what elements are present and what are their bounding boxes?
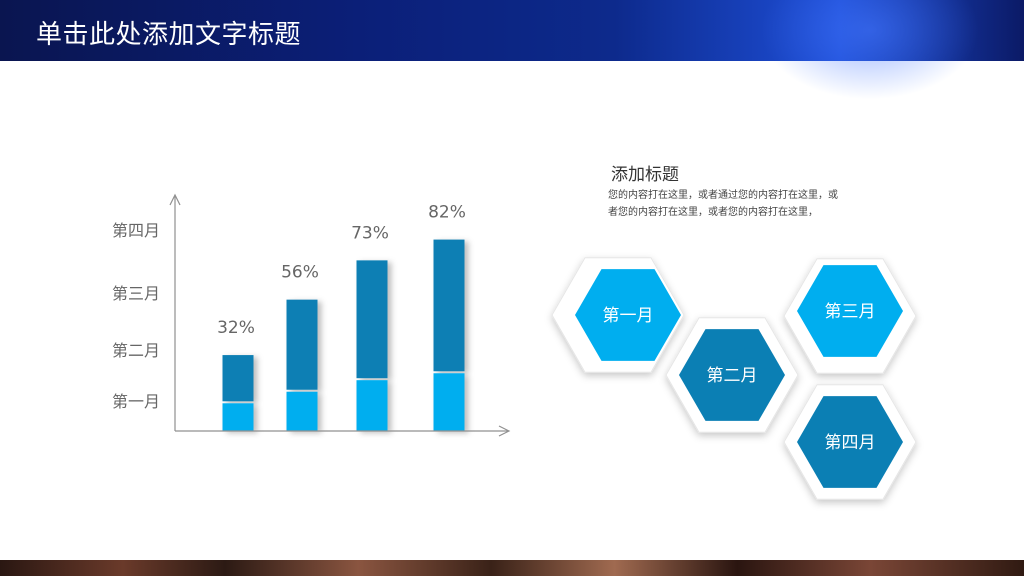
hex-node[interactable]: 第三月 bbox=[783, 258, 917, 374]
hex-node[interactable]: 第二月 bbox=[665, 317, 799, 433]
title-bar-glow bbox=[760, 0, 980, 100]
hex-label: 第四月 bbox=[825, 433, 876, 453]
hex-node[interactable]: 第一月 bbox=[551, 257, 685, 373]
bar-segment-lower bbox=[286, 391, 318, 431]
data-label: 73% bbox=[351, 223, 389, 243]
hex-label: 第二月 bbox=[707, 366, 758, 386]
data-label: 56% bbox=[281, 263, 319, 283]
page-title[interactable]: 单击此处添加文字标题 bbox=[36, 20, 302, 50]
hex-node[interactable]: 第四月 bbox=[783, 384, 917, 500]
hex-label: 第三月 bbox=[825, 302, 876, 322]
bar-segment-upper bbox=[222, 355, 254, 402]
data-label: 82% bbox=[428, 203, 466, 223]
title-bar: 单击此处添加文字标题 bbox=[0, 0, 1024, 100]
hex-label: 第一月 bbox=[603, 306, 654, 326]
bar-stack bbox=[433, 239, 465, 431]
chart-bars bbox=[222, 239, 465, 431]
block-body[interactable]: 您的内容打在这里，或者通过您的内容打在这里，或者您的内容打在这里，或者您的内容打… bbox=[608, 190, 838, 218]
bar-segment-lower bbox=[356, 380, 388, 431]
data-labels: 32% 56% 73% 82% bbox=[217, 203, 466, 338]
bar-segment-lower bbox=[222, 403, 254, 431]
hex-fill bbox=[679, 329, 785, 421]
y-tick-label: 第三月 bbox=[112, 284, 160, 303]
y-axis-arrow bbox=[169, 193, 181, 206]
hex-fill bbox=[797, 396, 903, 488]
bar-segment-upper bbox=[286, 299, 318, 390]
text-block: 添加标题 您的内容打在这里，或者通过您的内容打在这里，或者您的内容打在这里，或者… bbox=[608, 160, 838, 221]
x-axis-arrow bbox=[498, 425, 511, 437]
data-label: 32% bbox=[217, 318, 255, 338]
bar-stack bbox=[356, 260, 388, 431]
block-title[interactable]: 添加标题 bbox=[611, 165, 679, 185]
y-tick-labels: 第一月 第二月 第三月 第四月 bbox=[112, 221, 160, 411]
hex-fill bbox=[797, 265, 903, 357]
hex-fill bbox=[575, 269, 681, 361]
bottom-photo-strip bbox=[0, 560, 1024, 576]
bar-stack bbox=[286, 299, 318, 431]
bar-chart: 第一月 第二月 第三月 第四月 32% 56% 73% 82% bbox=[112, 193, 511, 437]
bar-segment-upper bbox=[433, 239, 465, 372]
bar-segment-lower bbox=[433, 373, 465, 431]
bar-stack bbox=[222, 355, 254, 431]
bar-segment-upper bbox=[356, 260, 388, 379]
y-tick-label: 第四月 bbox=[112, 221, 160, 240]
y-tick-label: 第二月 bbox=[112, 341, 160, 360]
y-tick-label: 第一月 bbox=[112, 392, 160, 411]
